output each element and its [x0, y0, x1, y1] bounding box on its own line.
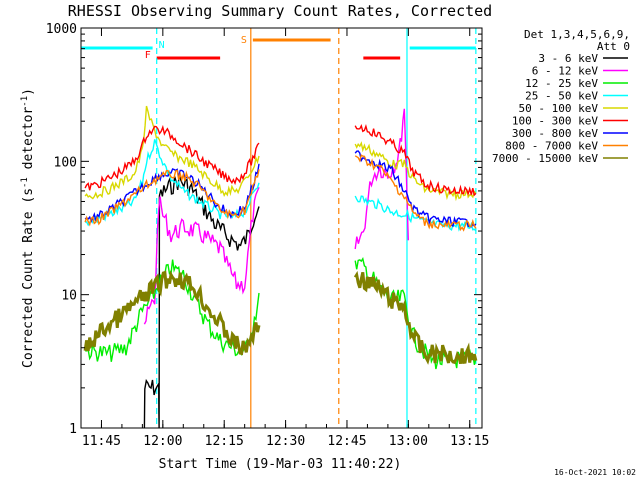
y-tick-label-3: 1000: [46, 22, 77, 37]
legend-label-0: 3 - 6 keV: [538, 52, 598, 65]
legend-label-6: 300 - 800 keV: [512, 127, 598, 140]
axis-layer: 11:45 12:00 12:15 12:30 12:45 13:00 13:15 1 10 10…: [46, 22, 490, 449]
x-tick-label-4: 12:45: [327, 434, 366, 449]
x-tick-label-5: 13:00: [389, 434, 428, 449]
x-tick-label-1: 12:00: [143, 434, 182, 449]
legend-label-4: 50 - 100 keV: [519, 102, 599, 115]
legend-label-7: 800 - 7000 keV: [505, 140, 598, 153]
legend-label-2: 12 - 25 keV: [525, 77, 598, 90]
y-tick-label-0: 1: [69, 422, 77, 437]
x-tick-label-6: 13:15: [450, 434, 489, 449]
plot-frame: [80, 27, 483, 429]
y-tick-label-1: 10: [61, 289, 77, 304]
x-tick-label-0: 11:45: [82, 434, 121, 449]
series-line-7000-15000: [83, 270, 478, 365]
x-axis-label: Start Time (19-Mar-03 11:40:22): [159, 457, 402, 472]
legend-header-1: Att 0: [597, 40, 630, 53]
x-tick-label-3: 12:30: [266, 434, 305, 449]
flag-label-S: S: [241, 35, 247, 46]
legend-label-8: 7000 - 15000 keV: [492, 152, 598, 165]
legend-label-5: 100 - 300 keV: [512, 115, 598, 128]
y-axis-label: Corrected Count Rate (s-1 detector-1): [20, 88, 36, 368]
flag-label-N: N: [159, 40, 165, 51]
series-layer: [83, 105, 478, 429]
series-line-800-7000: [84, 154, 477, 232]
legend-label-1: 6 - 12 keV: [532, 65, 599, 78]
chart-title: RHESSI Observing Summary Count Rates, Co…: [68, 2, 492, 20]
legend-label-3: 25 - 50 keV: [525, 90, 598, 103]
series-line-25-50: [85, 139, 477, 232]
x-tick-label-2: 12:15: [205, 434, 244, 449]
series-line-50-100: [84, 105, 477, 202]
legend-header-0: Det 1,3,4,5,6,9,: [524, 28, 630, 41]
series-line-12-25: [85, 257, 477, 370]
flag-layer: NF S: [81, 35, 476, 61]
series-line-3-6: [143, 174, 260, 429]
marker-layer: [156, 28, 477, 428]
series-line-6-12: [143, 108, 409, 325]
y-tick-label-2: 100: [54, 155, 77, 170]
timestamp: 16-Oct-2021 10:02: [554, 468, 636, 477]
flag-label-F: F: [145, 50, 151, 61]
series-line-100-300: [84, 123, 477, 197]
